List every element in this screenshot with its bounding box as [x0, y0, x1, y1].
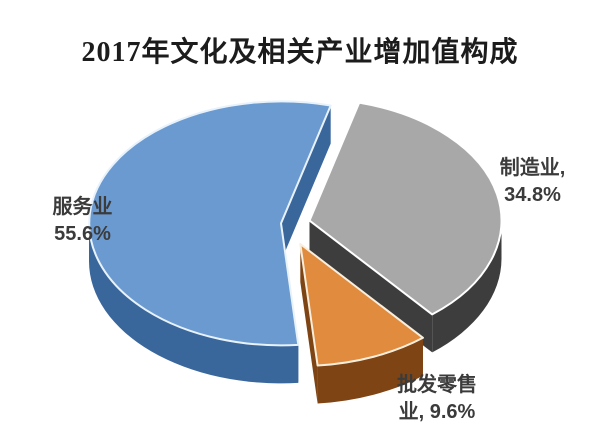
pie-slice-wholesale-retail — [299, 243, 424, 367]
label-wholesale-name: 批发零售 — [397, 374, 477, 396]
label-manufacturing-name: 制造业, — [499, 157, 566, 179]
pie-slice-wholesale-retail-wall — [300, 244, 318, 404]
label-wholesale: 批发零售 业, 9.6% — [378, 372, 496, 426]
pie-slice-wholesale-retail-rim — [317, 337, 423, 404]
label-manufacturing: 制造业, 34.8% — [480, 155, 585, 209]
pie-slice-services-wall — [281, 105, 331, 262]
chart-title: 2017年文化及相关产业增加值构成 — [81, 37, 519, 68]
label-services-name: 服务业 — [52, 196, 113, 218]
label-manufacturing-value: 34.8% — [504, 184, 561, 206]
label-wholesale-value: 业, 9.6% — [398, 401, 476, 423]
pie-slice-services — [88, 100, 332, 347]
pie-slice-manufacturing-rim — [432, 220, 502, 353]
pie-slice-manufacturing — [308, 101, 503, 316]
label-services-value: 55.6% — [54, 223, 111, 245]
label-services: 服务业 55.6% — [25, 194, 140, 248]
pie-slice-manufacturing-wall — [309, 220, 433, 353]
